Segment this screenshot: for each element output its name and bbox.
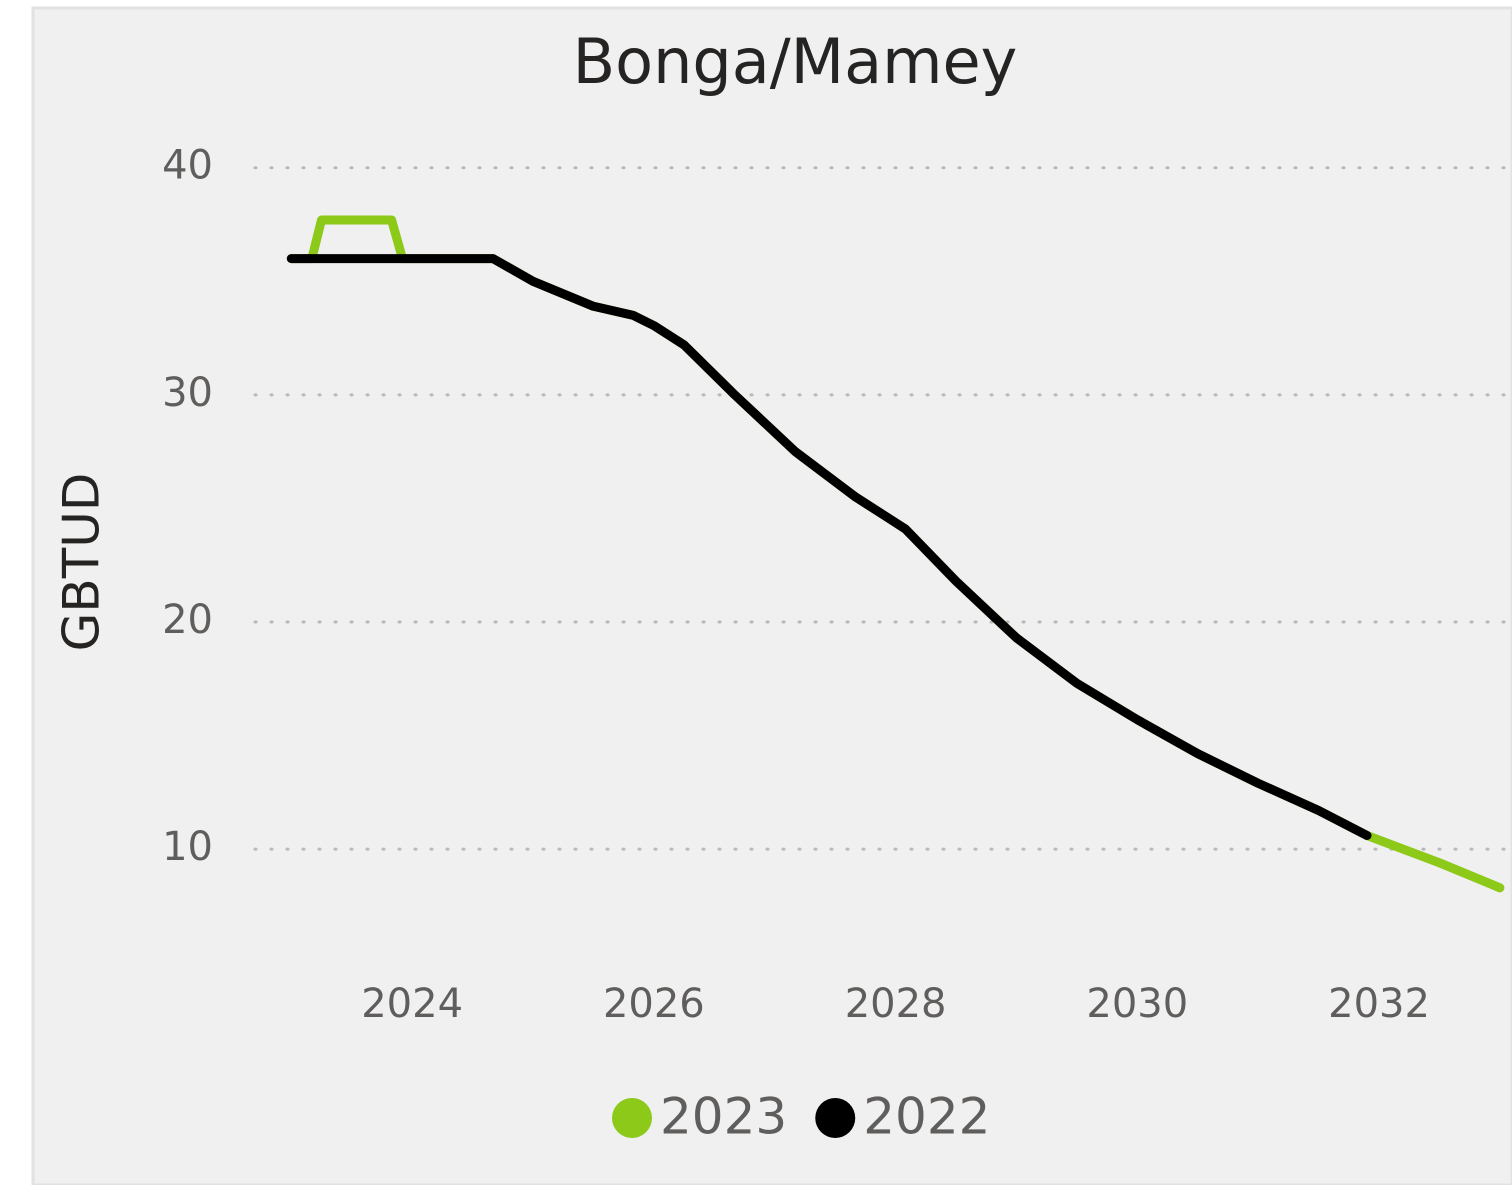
x-tick-label: 2024 [361, 981, 463, 1027]
legend-label: 2022 [863, 1088, 990, 1146]
y-tick-label: 10 [162, 824, 213, 870]
legend-label: 2023 [660, 1088, 787, 1146]
x-tick-label: 2030 [1086, 981, 1188, 1027]
legend-marker [815, 1098, 856, 1138]
x-tick-label: 2032 [1328, 981, 1430, 1027]
x-tick-label: 2026 [603, 981, 705, 1027]
panel [31, 6, 1512, 1185]
plot-lines [286, 215, 1505, 893]
chart-title: Bonga/Mamey [573, 25, 1018, 98]
legend: 2023 2022 [612, 1088, 991, 1146]
y-tick-label: 40 [162, 143, 213, 189]
y-axis-label: GBTUD [53, 473, 111, 652]
legend-marker [612, 1098, 652, 1138]
y-tick-label: 30 [162, 370, 213, 416]
x-tick-label: 2028 [845, 981, 947, 1027]
series-line [286, 254, 1372, 840]
y-tick-label: 20 [162, 597, 213, 643]
